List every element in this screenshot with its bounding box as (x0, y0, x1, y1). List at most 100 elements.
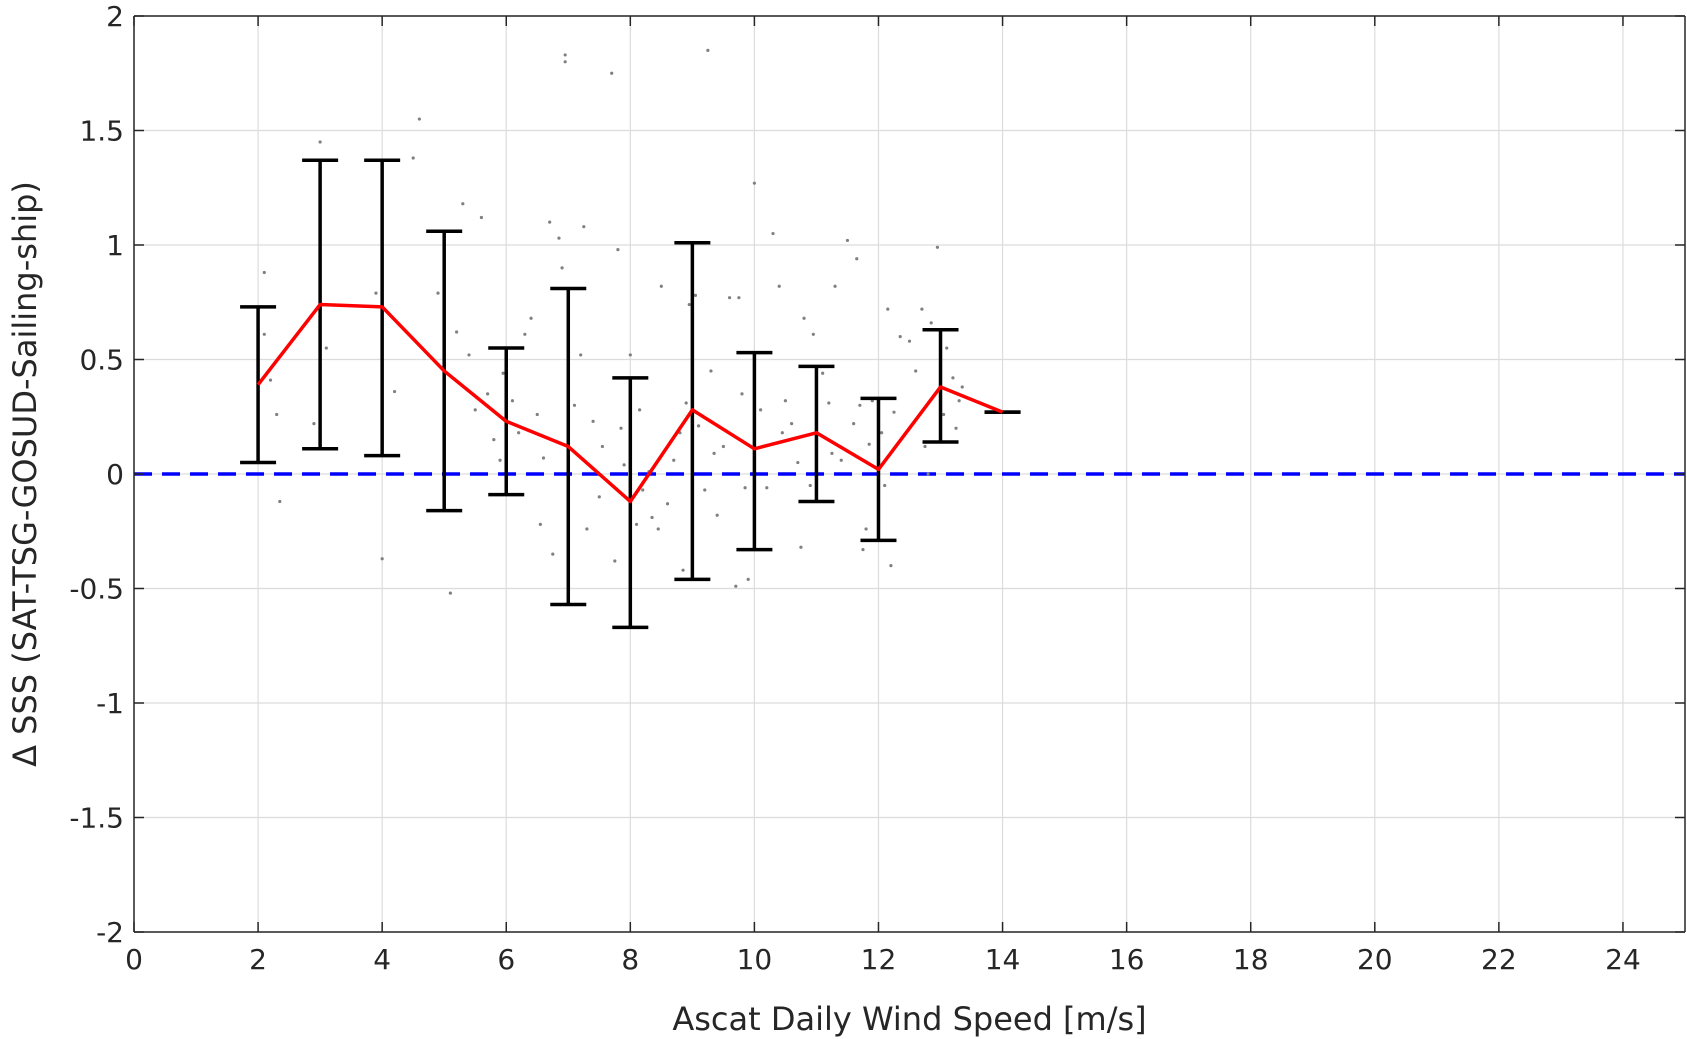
x-tick-label-4: 8 (621, 943, 639, 976)
x-axis-label: Ascat Daily Wind Speed [m/s] (672, 1000, 1146, 1038)
scatter-point-77 (740, 392, 744, 396)
scatter-point-87 (790, 422, 794, 426)
scatter-point-119 (935, 245, 940, 249)
scatter-point-19 (479, 215, 484, 220)
scatter-point-54 (641, 488, 645, 492)
scatter-point-9 (392, 389, 397, 394)
scatter-point-42 (597, 495, 601, 499)
scatter-point-32 (557, 236, 561, 240)
scatter-point-105 (867, 442, 871, 446)
scatter-point-18 (455, 330, 459, 334)
scatter-point-83 (771, 231, 775, 236)
y-tick-label-7: 1.5 (79, 115, 124, 148)
scatter-point-53 (638, 408, 642, 412)
scatter-point-88 (796, 460, 800, 465)
scatter-point-3 (278, 499, 282, 504)
scatter-point-69 (706, 48, 710, 52)
x-tick-label-8: 16 (1109, 943, 1145, 976)
scatter-point-27 (523, 332, 527, 336)
scatter-point-11 (411, 156, 415, 160)
scatter-point-17 (473, 408, 477, 412)
scatter-point-80 (752, 181, 757, 185)
scatter-point-76 (737, 296, 741, 300)
x-tick-label-12: 24 (1605, 943, 1641, 976)
scatter-point-58 (659, 284, 663, 288)
x-tick-label-6: 12 (861, 943, 897, 976)
scatter-point-62 (684, 401, 688, 405)
scatter-point-114 (907, 339, 912, 343)
scatter-point-112 (892, 410, 896, 414)
scatter-point-126 (954, 426, 958, 430)
scatter-point-1 (268, 378, 273, 382)
x-tick-label-9: 18 (1233, 943, 1269, 976)
scatter-point-116 (920, 307, 924, 311)
scatter-point-41 (591, 419, 595, 423)
scatter-point-13 (436, 291, 440, 295)
scatter-point-6 (324, 346, 328, 350)
scatter-point-22 (498, 458, 502, 462)
scatter-point-75 (734, 584, 738, 588)
scatter-point-117 (923, 444, 927, 449)
scatter-point-97 (833, 284, 837, 288)
y-tick-labels: -2 -1.5 -1 -0.5 0 0.5 1 1.5 2 (69, 0, 124, 949)
x-tick-labels: 0 2 4 6 8 10 12 14 16 18 20 22 24 (125, 943, 1641, 976)
scatter-point-67 (696, 424, 701, 428)
scatter-point-73 (721, 444, 725, 449)
scatter-point-49 (619, 426, 623, 430)
scatter-point-10 (380, 557, 384, 561)
scatter-point-94 (821, 371, 825, 375)
scatter-point-81 (759, 408, 763, 412)
scatter-point-29 (535, 412, 539, 417)
scatter-point-57 (656, 527, 660, 531)
scatter-point-74 (727, 296, 732, 300)
scatter-point-59 (665, 502, 670, 506)
scatter-point-34 (551, 552, 555, 556)
scatter-point-123 (951, 376, 955, 380)
scatter-point-96 (830, 451, 834, 455)
scatter-point-0 (262, 270, 266, 275)
scatter-point-90 (808, 483, 812, 488)
y-axis-label: Δ SSS (SAT-TSG-GOSUD-Sailing-ship) (6, 181, 44, 767)
axes-frame (133, 15, 1686, 933)
scatter-point-100 (852, 422, 856, 426)
scatter-point-8 (374, 291, 378, 295)
y-tick-label-6: 1 (106, 229, 124, 262)
scatter-point-26 (501, 371, 505, 375)
scatter-point-38 (579, 353, 583, 357)
scatter-point-118 (929, 321, 933, 325)
scatter-point-21 (492, 438, 496, 442)
scatter-point-64 (681, 568, 685, 572)
x-tick-label-5: 10 (737, 943, 773, 976)
scatter-point-66 (693, 293, 698, 297)
scatter-point-101 (855, 257, 859, 261)
scatter-point-4 (262, 332, 266, 336)
scatter-point-103 (861, 547, 865, 552)
x-tick-label-3: 6 (497, 943, 515, 976)
scatter-point-60 (672, 458, 676, 462)
scatter-point-72 (715, 513, 719, 517)
scatter-point-5 (318, 140, 322, 144)
scatter-point-35 (560, 266, 564, 270)
scatter-point-99 (845, 238, 850, 243)
scatter-point-125 (960, 385, 964, 389)
scatter-point-78 (743, 486, 747, 490)
scatter-point-28 (529, 316, 533, 320)
scatter-point-104 (864, 527, 868, 531)
scatter-point-98 (839, 458, 843, 462)
scatter-point-15 (461, 202, 465, 206)
scatter-point-40 (585, 527, 589, 531)
y-tick-label-4: 0 (106, 458, 124, 491)
scatter-point-120 (926, 472, 930, 476)
scatter-point-12 (417, 117, 421, 121)
scatter-point-52 (634, 522, 639, 526)
scatter-point-43 (600, 444, 605, 449)
scatter-point-91 (799, 545, 803, 549)
scatter-point-7 (312, 422, 316, 426)
scatter-point-109 (883, 483, 887, 488)
scatter-point-48 (613, 559, 617, 563)
error-bar-8 (736, 350, 773, 552)
x-tick-label-0: 0 (125, 943, 143, 976)
scatter-point-51 (628, 353, 632, 357)
scatter-point-39 (582, 225, 586, 229)
scatter-point-71 (712, 451, 716, 455)
